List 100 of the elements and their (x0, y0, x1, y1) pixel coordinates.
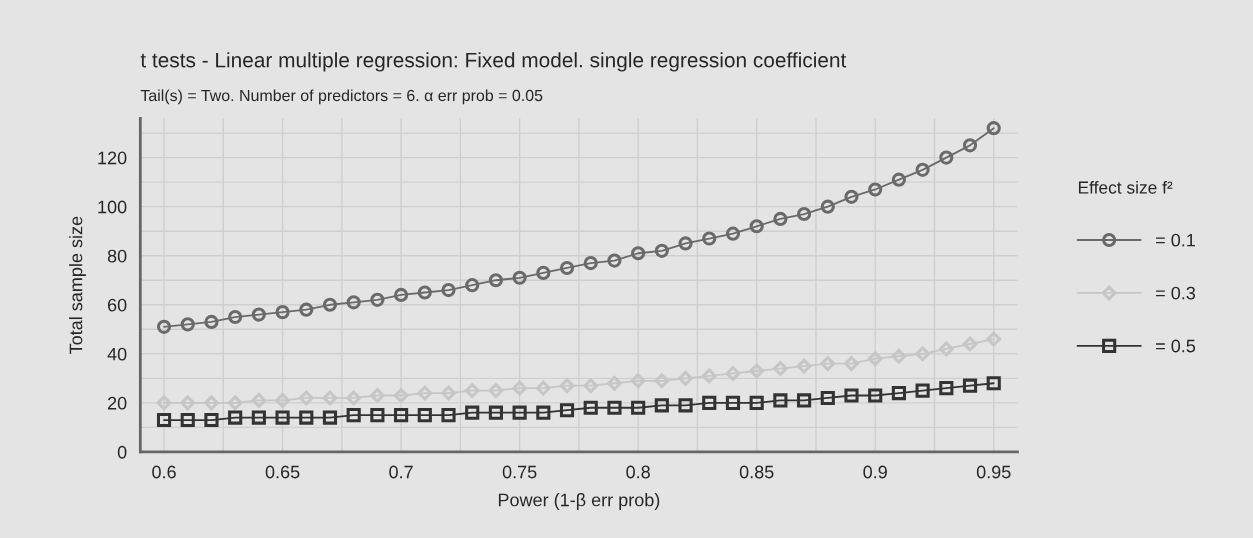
point (346, 295, 361, 310)
point (844, 356, 859, 372)
point (393, 388, 409, 403)
point (797, 393, 812, 408)
point (180, 412, 195, 428)
point (488, 273, 503, 288)
point (891, 385, 906, 401)
point (251, 410, 266, 425)
point (465, 405, 480, 420)
point (868, 388, 883, 403)
point (394, 287, 409, 303)
point (915, 162, 930, 177)
point (536, 265, 551, 280)
point (204, 314, 219, 330)
point (820, 199, 835, 214)
point (251, 392, 267, 408)
point (939, 381, 954, 396)
point (820, 356, 836, 372)
y-tick-label: 40 (107, 347, 127, 361)
point (488, 405, 503, 420)
point (465, 278, 480, 293)
point (678, 236, 693, 251)
point (915, 383, 930, 398)
y-tick-label: 0 (117, 445, 127, 459)
point (369, 388, 385, 403)
point (299, 410, 314, 425)
point (180, 395, 196, 411)
point (725, 226, 741, 241)
chart-title: t tests - Linear multiple regression: Fixed model. single regression coefficient (140, 52, 847, 72)
point (583, 255, 598, 271)
point (559, 403, 575, 418)
point (986, 121, 1001, 136)
point (322, 297, 338, 312)
chart-subtitle: Tail(s) = Two. Number of predictors = 6. α err prob = 0.05 (140, 89, 543, 105)
y-tick-label: 20 (107, 396, 127, 410)
point (228, 410, 243, 425)
point (986, 331, 1002, 347)
point (796, 358, 812, 374)
point (654, 243, 669, 258)
point (512, 380, 528, 396)
point (204, 395, 219, 411)
y-tick-label: 100 (98, 200, 127, 214)
point (607, 400, 622, 415)
point (962, 138, 978, 153)
point (156, 395, 172, 411)
point (749, 395, 764, 410)
point (559, 378, 575, 394)
x-axis-title: Power (1-β err prob) (498, 493, 660, 510)
point (370, 408, 385, 423)
point (702, 231, 717, 246)
point (536, 405, 551, 420)
point (322, 410, 338, 425)
point (512, 405, 527, 420)
point (678, 398, 693, 413)
y-tick-label: 120 (98, 151, 127, 165)
point (962, 378, 978, 393)
point (180, 317, 195, 332)
point (891, 172, 906, 187)
point (441, 282, 456, 298)
point (370, 292, 385, 307)
point (346, 408, 361, 423)
point (867, 351, 883, 367)
point (939, 150, 954, 165)
point (631, 400, 646, 415)
point (962, 336, 978, 352)
point (938, 341, 954, 357)
point (298, 390, 314, 406)
point (228, 309, 243, 325)
point (749, 363, 765, 379)
y-axis-title: Total sample size (69, 216, 86, 354)
point (441, 408, 456, 423)
point (275, 410, 290, 425)
point (868, 182, 883, 197)
y-tick-label: 80 (107, 249, 127, 263)
point (773, 211, 788, 226)
point (156, 412, 172, 428)
point (156, 319, 172, 334)
point (891, 348, 907, 364)
point (204, 412, 219, 428)
point (512, 270, 527, 285)
point (607, 375, 622, 391)
point (583, 378, 599, 394)
point (725, 395, 741, 410)
point (915, 346, 931, 362)
point (275, 305, 290, 320)
point (583, 400, 598, 415)
point (559, 260, 575, 276)
point (678, 370, 693, 386)
point (299, 302, 314, 317)
point (749, 219, 764, 234)
point (251, 307, 266, 322)
point (986, 376, 1001, 391)
x-tick-label: 0.6 (152, 465, 176, 479)
point (441, 385, 456, 401)
point (607, 253, 622, 268)
x-tick-label: 0.65 (265, 465, 300, 479)
point (227, 395, 243, 411)
point (820, 390, 835, 406)
point (844, 388, 859, 403)
point (417, 385, 433, 401)
